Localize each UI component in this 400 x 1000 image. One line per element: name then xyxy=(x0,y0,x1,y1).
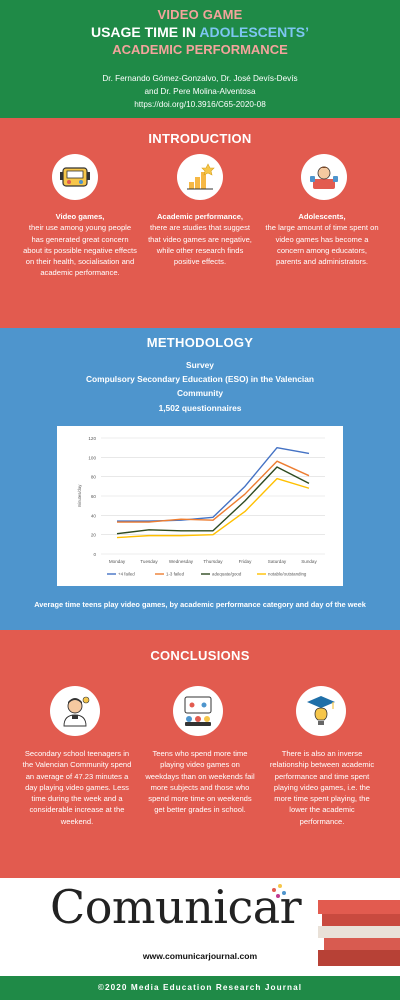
y-tick-label: 0 xyxy=(93,552,96,557)
series-line xyxy=(116,477,310,539)
series-line xyxy=(116,466,310,535)
logo-dot xyxy=(282,891,286,895)
y-tick-label: 120 xyxy=(88,436,96,441)
conclusions-section: CONCLUSIONS xyxy=(0,630,400,878)
methodology-title: METHODOLOGY xyxy=(146,335,254,350)
x-tick-label: Wednesday xyxy=(169,559,194,564)
logo-dot xyxy=(278,884,282,888)
footer: ©2020 Media Education Research Journal xyxy=(0,976,400,1000)
series-line xyxy=(117,460,310,523)
y-tick-label: 60 xyxy=(91,494,97,499)
x-tick-label: Saturday xyxy=(268,559,287,564)
legend-label: +4 failed xyxy=(118,572,135,577)
intro-col-1: Video games, their use among young peopl… xyxy=(23,211,137,279)
conclusion-col-1-text: Secondary school teenagers in the Valenc… xyxy=(22,749,132,826)
intro-col-1-text: their use among young people has generat… xyxy=(23,223,137,278)
authors-line-2: and Dr. Pere Molina-Alventosa xyxy=(144,87,256,96)
x-tick-label: Thursday xyxy=(203,559,223,564)
chart-caption: Average time teens play video games, by … xyxy=(34,600,366,609)
intro-col-3-text: the large amount of time spent on video … xyxy=(265,223,379,267)
authors: Dr. Fernando Gómez-Gonzalvo, Dr. José De… xyxy=(0,72,400,111)
intro-col-3: Adolescents, the large amount of time sp… xyxy=(265,211,379,267)
intro-col-1-heading: Video games, xyxy=(55,212,105,221)
gamers-icon xyxy=(173,686,223,736)
x-tick-label: Tuesday xyxy=(140,559,158,564)
methodology-line-2: Compulsory Secondary Education (ESO) in … xyxy=(85,374,315,384)
title-highlight: ADOLESCENTS’ xyxy=(199,24,310,40)
y-tick-label: 40 xyxy=(91,513,97,518)
website-link[interactable]: www.comunicarjournal.com xyxy=(142,951,258,961)
y-axis-label: minutes/day xyxy=(77,484,82,507)
line-chart: 0 20 40 60 80 100 120 minutes/day Monday Tuesday W… xyxy=(77,436,325,577)
legend-label: adequate/good xyxy=(212,572,242,577)
x-tick-label: Monday xyxy=(109,559,126,564)
logo-dot xyxy=(276,894,280,898)
graduation-idea-icon xyxy=(296,686,346,736)
intro-col-2: Academic performance, there are studies … xyxy=(143,211,257,267)
authors-line-1: Dr. Fernando Gómez-Gonzalvo, Dr. José De… xyxy=(102,74,298,83)
introduction-title: INTRODUCTION xyxy=(148,131,252,146)
title-line-2-start: USAGE TIME IN xyxy=(90,24,200,40)
chart-container: 0 20 40 60 80 100 120 minutes/day Monday Tuesday W… xyxy=(57,426,343,586)
branding-area: Comunicar www.comunicarjournal.com xyxy=(0,878,400,976)
methodology-line-1: Survey xyxy=(186,360,214,370)
series-line xyxy=(117,446,310,522)
legend-label: notable/outstanding xyxy=(268,572,307,577)
conclusions-title: CONCLUSIONS xyxy=(150,648,250,663)
x-tick-label: Sunday xyxy=(301,559,317,564)
introduction-section: INTRODUCTION xyxy=(0,118,400,328)
x-tick-label: Friday xyxy=(239,559,252,564)
header: VIDEO GAME USAGE TIME IN ADOLESCENTS’ AC… xyxy=(0,0,400,118)
intro-col-2-text: there are studies that suggest that vide… xyxy=(148,223,252,267)
methodology-section: METHODOLOGY Survey Compulsory Secondary … xyxy=(0,328,400,630)
y-tick-label: 100 xyxy=(88,455,96,460)
methodology-line-3: Community xyxy=(176,388,224,398)
comunicar-logo: Comunicar xyxy=(50,880,302,934)
logo-dot xyxy=(272,888,276,892)
legend-label: 1-3 failed xyxy=(166,572,185,577)
game-console-icon xyxy=(52,154,98,200)
conclusion-col-3-text: There is also an inverse relationship be… xyxy=(269,749,375,826)
methodology-line-4: 1,502 questionnaires xyxy=(158,403,242,413)
title-line-3: ACADEMIC PERFORMANCE xyxy=(112,42,288,57)
growth-chart-icon xyxy=(177,154,223,200)
title-line-2: USAGE TIME IN ADOLESCENTS’ xyxy=(0,24,400,40)
doi-link[interactable]: https://doi.org/10.3916/C65-2020-08 xyxy=(134,100,266,109)
adolescent-icon xyxy=(301,154,347,200)
y-tick-label: 80 xyxy=(91,475,97,480)
conclusion-col-2-text: Teens who spend more time playing video … xyxy=(145,749,255,815)
title-line-1: VIDEO GAME xyxy=(157,7,243,22)
books-decoration xyxy=(318,900,400,966)
student-icon xyxy=(50,686,100,736)
y-tick-label: 20 xyxy=(91,533,97,538)
intro-col-3-heading: Adolescents, xyxy=(298,212,346,221)
intro-col-2-heading: Academic performance, xyxy=(156,212,244,221)
